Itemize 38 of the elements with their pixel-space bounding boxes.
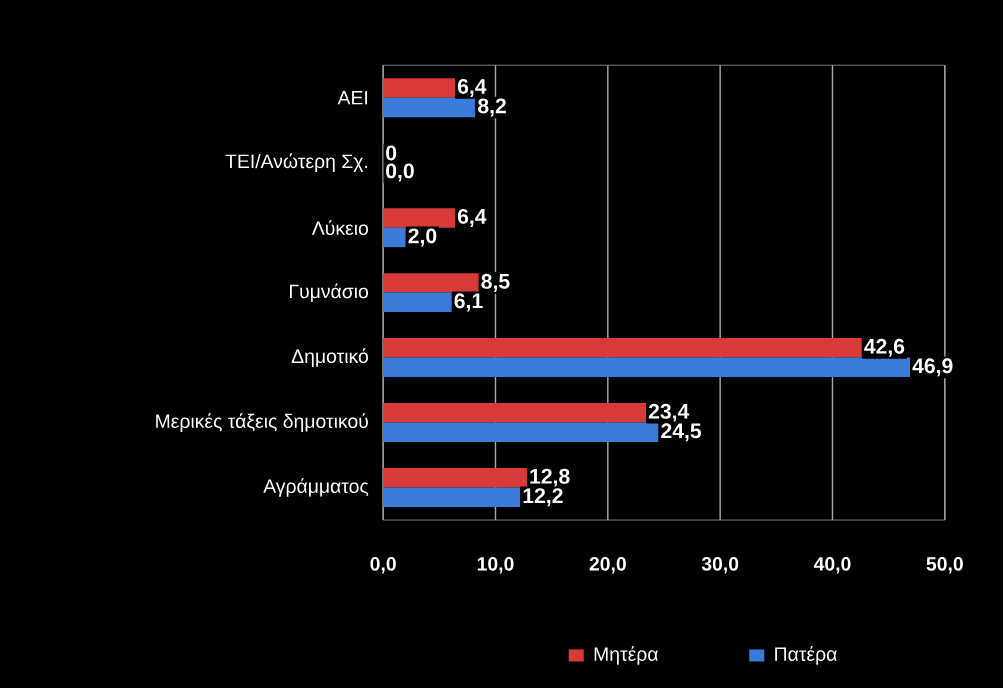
x-tick-label: 10,0 <box>477 556 514 574</box>
y-tick-label: Αγράμματος <box>263 478 369 497</box>
bar <box>383 403 647 423</box>
data-label: 6,4 <box>457 78 487 97</box>
data-label: 8,2 <box>478 98 506 117</box>
bar <box>383 78 456 98</box>
data-label: 24,5 <box>661 423 702 442</box>
bar <box>383 208 456 228</box>
bar <box>383 273 479 293</box>
data-label: 0,0 <box>386 163 414 182</box>
bar <box>383 357 910 378</box>
data-label: 12,2 <box>523 488 563 507</box>
y-tick-label: ΤΕΙ/Ανώτερη Σχ. <box>225 153 368 172</box>
y-tick-label: Μερικές τάξεις δημοτικού <box>156 413 368 432</box>
data-label: 42,6 <box>864 338 905 357</box>
y-tick-label: Γυμνάσιο <box>290 283 368 302</box>
y-tick-label: ΑΕΙ <box>337 91 368 105</box>
y-tick-label: Λύκειο <box>311 220 368 236</box>
legend-label: Μητέρα <box>594 646 658 665</box>
bar <box>383 468 527 488</box>
data-label: 6,4 <box>457 208 487 227</box>
data-label: 0 <box>386 145 397 161</box>
data-label: 8,5 <box>481 273 510 292</box>
y-tick-label: Δημοτικό <box>291 348 368 367</box>
data-label: 2,0 <box>408 228 437 247</box>
data-label: 46,9 <box>912 358 953 377</box>
x-tick-label: 20,0 <box>589 556 626 574</box>
data-label: 6,1 <box>454 293 483 312</box>
bar <box>383 292 452 313</box>
data-label: 23,4 <box>648 403 690 422</box>
data-label: 12,8 <box>530 468 570 487</box>
x-tick-label: 0,0 <box>370 556 396 574</box>
bar <box>383 227 406 248</box>
x-tick-label: 50,0 <box>926 556 963 574</box>
legend-label: Πατέρα <box>775 646 837 665</box>
bar <box>383 338 862 358</box>
x-tick-label: 30,0 <box>701 556 739 574</box>
x-tick-label: 40,0 <box>813 556 851 574</box>
